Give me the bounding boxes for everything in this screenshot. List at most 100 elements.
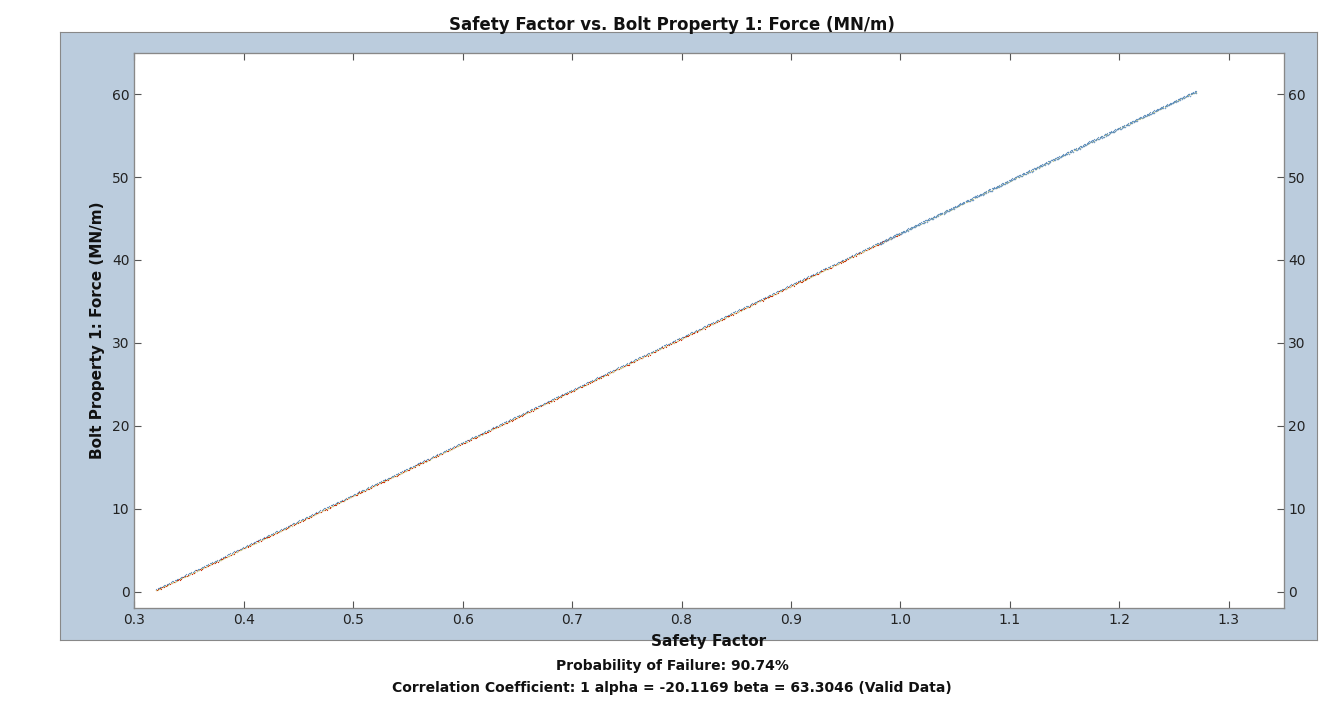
Point xyxy=(684,325,706,336)
X-axis label: Safety Factor: Safety Factor xyxy=(652,634,766,649)
Point xyxy=(317,501,339,512)
Point xyxy=(1111,120,1133,131)
Point xyxy=(233,542,254,553)
Point xyxy=(609,361,630,373)
Point xyxy=(1103,124,1125,136)
Point xyxy=(691,323,712,335)
Point xyxy=(1106,123,1128,134)
Point xyxy=(230,545,251,556)
Point xyxy=(1129,113,1150,124)
Point xyxy=(751,295,773,306)
Point xyxy=(470,427,492,439)
Point xyxy=(587,373,609,385)
Point xyxy=(719,308,741,319)
Point xyxy=(1161,96,1183,108)
Point xyxy=(958,193,980,205)
Point xyxy=(513,408,535,420)
Point xyxy=(220,548,242,560)
Text: Probability of Failure: 90.74%: Probability of Failure: 90.74% xyxy=(555,659,789,673)
Point xyxy=(1066,145,1087,156)
Point xyxy=(156,580,177,591)
Point xyxy=(786,278,808,289)
Point xyxy=(1122,115,1144,127)
Point xyxy=(191,562,212,573)
Point xyxy=(450,439,472,450)
Point xyxy=(794,274,816,285)
Point xyxy=(747,295,769,307)
Point xyxy=(738,301,759,312)
Point xyxy=(657,339,679,350)
Point xyxy=(1113,122,1134,133)
Point xyxy=(995,179,1016,190)
Point xyxy=(790,276,812,288)
Point xyxy=(442,441,464,452)
Point xyxy=(597,369,618,380)
Point xyxy=(857,243,879,254)
Point xyxy=(376,475,398,486)
Point xyxy=(348,486,370,498)
Point xyxy=(410,458,431,469)
Point xyxy=(370,478,391,489)
Point xyxy=(732,302,754,314)
Point xyxy=(640,347,661,359)
Point xyxy=(921,213,942,224)
Point xyxy=(797,273,818,284)
Point xyxy=(458,434,480,446)
Point xyxy=(926,209,948,221)
Point xyxy=(974,187,996,198)
Point xyxy=(894,225,915,236)
Point xyxy=(366,479,387,490)
Point xyxy=(211,553,233,564)
Point xyxy=(785,278,806,290)
Point xyxy=(874,236,895,247)
Point xyxy=(1157,100,1179,111)
Point xyxy=(261,529,282,541)
Point xyxy=(890,228,911,240)
Point xyxy=(821,262,843,273)
Point xyxy=(341,491,363,502)
Point xyxy=(278,521,300,532)
Point xyxy=(769,285,790,297)
Point xyxy=(626,354,648,366)
Point xyxy=(754,293,775,304)
Point xyxy=(488,421,509,432)
Point xyxy=(1137,110,1159,121)
Point xyxy=(871,236,892,247)
Point xyxy=(695,320,716,331)
Point xyxy=(292,515,313,527)
Point xyxy=(509,411,531,422)
Point xyxy=(874,236,895,247)
Point xyxy=(989,180,1011,191)
Point xyxy=(423,450,445,461)
Point xyxy=(509,411,531,422)
Point xyxy=(649,344,671,355)
Point xyxy=(754,292,775,303)
Point xyxy=(645,344,667,355)
Point xyxy=(646,344,668,356)
Point xyxy=(605,363,626,375)
Point xyxy=(1043,154,1064,165)
Point xyxy=(735,301,757,312)
Point xyxy=(1070,142,1091,153)
Point xyxy=(926,209,948,221)
Point xyxy=(261,529,282,541)
Point xyxy=(710,313,731,324)
Point xyxy=(219,549,241,560)
Point xyxy=(991,179,1012,190)
Point xyxy=(794,272,816,283)
Point xyxy=(539,397,560,408)
Point xyxy=(261,528,282,539)
Point xyxy=(750,295,771,306)
Point xyxy=(1025,162,1047,173)
Point xyxy=(732,303,754,314)
Point xyxy=(148,583,169,595)
Point xyxy=(828,258,849,269)
Point xyxy=(894,226,915,238)
Point xyxy=(384,470,406,482)
Point xyxy=(1181,88,1203,99)
Point xyxy=(466,431,488,442)
Point xyxy=(500,415,521,427)
Point xyxy=(251,534,273,546)
Point xyxy=(718,309,739,321)
Point xyxy=(345,489,367,501)
